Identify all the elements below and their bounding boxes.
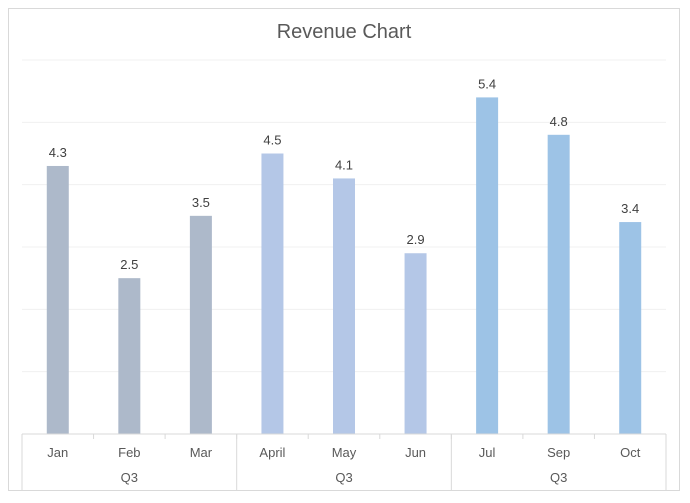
group-label-2: Q3 <box>335 470 352 485</box>
bar-feb[interactable] <box>118 278 141 434</box>
group-label-1: Q3 <box>121 470 138 485</box>
tick-label-april: April <box>259 445 285 460</box>
bar-jan[interactable] <box>46 165 69 434</box>
data-label-feb: 2.5 <box>120 257 138 272</box>
tick-label-mar: Mar <box>190 445 213 460</box>
tick-label-sep: Sep <box>547 445 570 460</box>
data-label-jun: 2.9 <box>407 232 425 247</box>
data-label-jul: 5.4 <box>478 76 496 91</box>
bar-mar[interactable] <box>189 215 212 434</box>
bar-series: 4.3 2.5 3.5 4.5 4.1 2.9 5.4 4.8 3.4 <box>46 76 642 435</box>
tick-label-feb: Feb <box>118 445 140 460</box>
x-axis: Jan Feb Mar April May Jun Jul Sep Oct Q3 Q3 Q3 <box>21 433 667 490</box>
tick-label-may: May <box>332 445 357 460</box>
data-label-mar: 3.5 <box>192 195 210 210</box>
data-label-sep: 4.8 <box>550 114 568 129</box>
bar-oct[interactable] <box>619 222 642 434</box>
bar-april[interactable] <box>261 153 284 435</box>
tick-label-jul: Jul <box>479 445 496 460</box>
bar-sep[interactable] <box>547 134 570 435</box>
data-label-jan: 4.3 <box>49 145 67 160</box>
group-label-3: Q3 <box>550 470 567 485</box>
chart-title: Revenue Chart <box>277 21 412 43</box>
bar-jul[interactable] <box>476 97 499 435</box>
tick-label-jan: Jan <box>47 445 68 460</box>
data-label-april: 4.5 <box>263 133 281 148</box>
data-label-may: 4.1 <box>335 157 353 172</box>
bar-may[interactable] <box>333 178 355 434</box>
tick-label-oct: Oct <box>620 445 641 460</box>
tick-label-jun: Jun <box>405 445 426 460</box>
data-label-oct: 3.4 <box>621 201 639 216</box>
bar-jun[interactable] <box>404 253 427 434</box>
